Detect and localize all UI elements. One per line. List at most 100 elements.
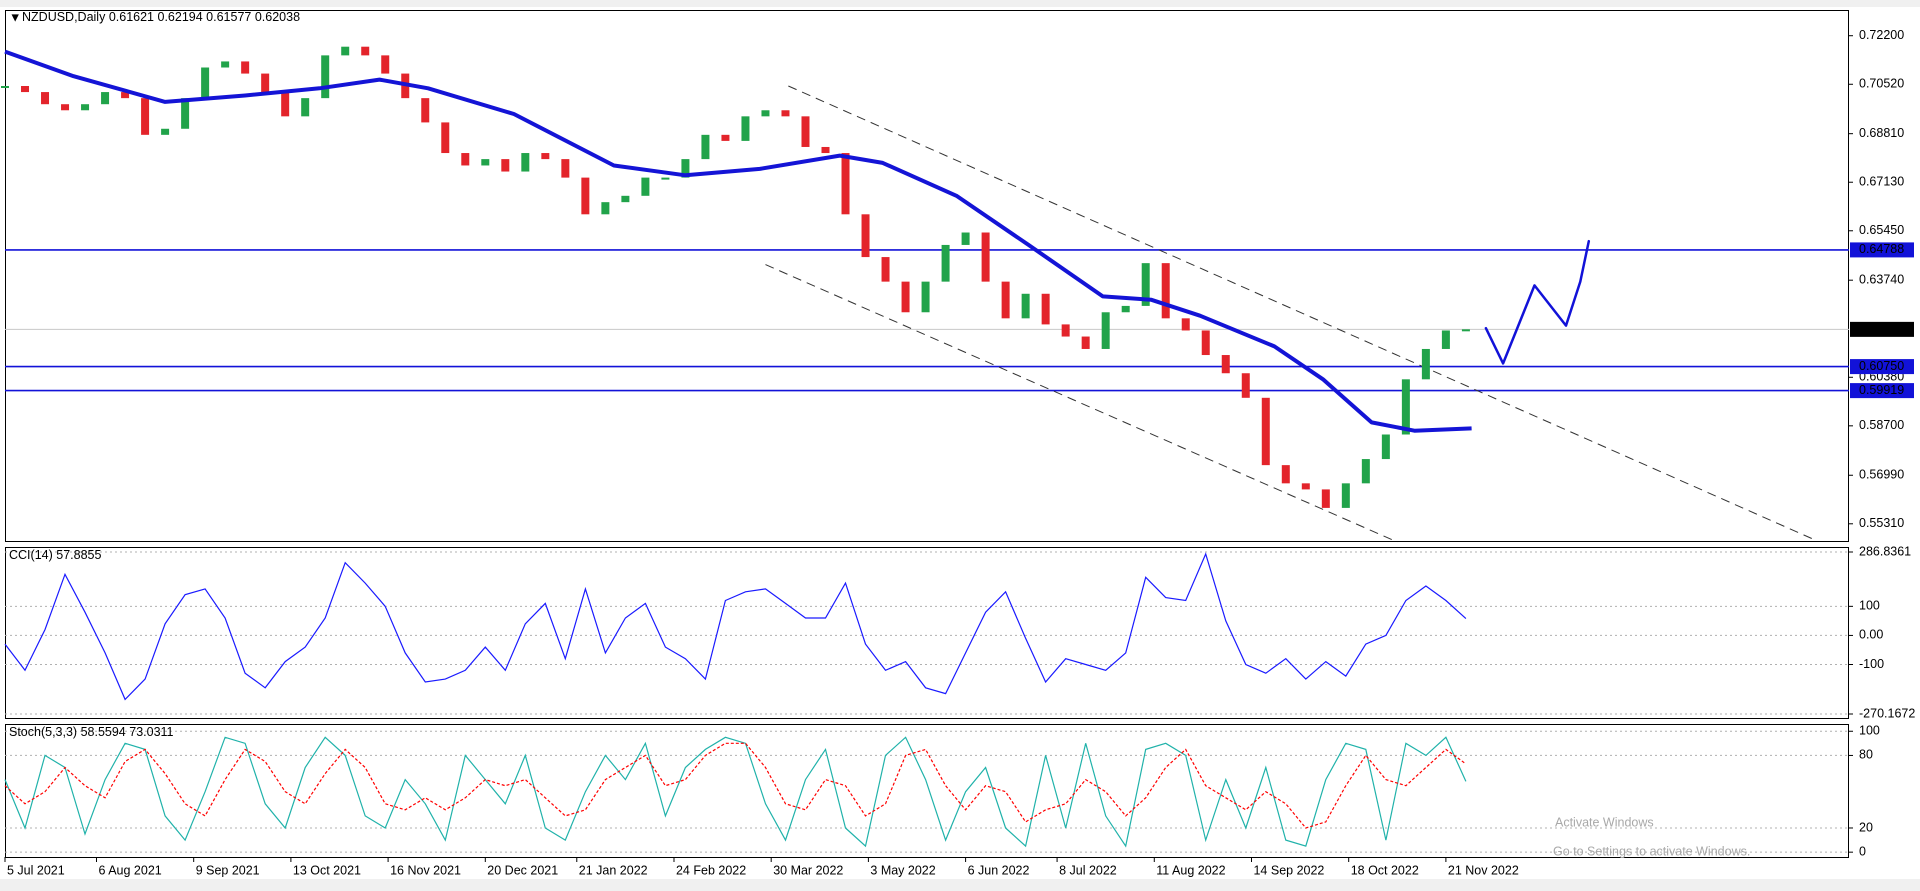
candle [221, 61, 230, 68]
candle [281, 92, 290, 117]
candle [941, 244, 950, 282]
candle [441, 122, 450, 154]
y-tick-label: -270.1672 [1859, 706, 1915, 720]
candle [881, 257, 890, 282]
candle [361, 46, 370, 56]
y-tick-label: 100 [1859, 724, 1880, 738]
moving-average [4, 49, 1472, 433]
candle [621, 195, 630, 203]
stoch-main-value: 58.5594 [81, 725, 126, 739]
y-tick-label: 0.72200 [1859, 28, 1904, 42]
candle [1281, 465, 1290, 484]
candle [121, 92, 130, 99]
top-strip [0, 0, 1920, 7]
candle [1101, 312, 1110, 349]
main-panel [5, 10, 1849, 542]
candle [1081, 336, 1090, 349]
main-header: ▼ NZDUSD,Daily 0.61621 0.62194 0.61577 0… [9, 10, 300, 24]
indicator-line [4, 742, 1467, 829]
y-tick-label: 0 [1859, 844, 1866, 858]
candle [381, 55, 390, 74]
candle [1261, 397, 1270, 466]
candle [421, 98, 430, 123]
high: 0.62194 [158, 10, 203, 24]
projection-drawing [1484, 239, 1591, 365]
x-tick-label: 3 May 2022 [870, 863, 935, 877]
candle [1001, 281, 1010, 319]
candle [661, 177, 670, 180]
x-tick-label: 16 Nov 2021 [390, 863, 461, 877]
candle [1061, 324, 1070, 337]
watermark-subtitle: Go to Settings to activate Windows. [1553, 844, 1750, 858]
candle [1441, 330, 1450, 349]
candle [701, 134, 710, 160]
level-label-box [1850, 321, 1914, 337]
candle [321, 55, 330, 99]
stoch-panel [5, 724, 1849, 858]
y-tick-label: 0.70520 [1859, 77, 1904, 91]
stoch-signal-value: 73.0311 [129, 725, 173, 739]
candle [721, 134, 730, 141]
stoch-header: Stoch(5,3,3) 58.5594 73.0311 [9, 725, 174, 739]
y-tick-label: 0.67130 [1859, 175, 1904, 189]
candle [181, 98, 190, 129]
candle [61, 104, 70, 111]
candle [1221, 355, 1230, 374]
candle [1421, 348, 1430, 380]
candle [201, 67, 210, 99]
close: 0.62038 [255, 10, 300, 24]
candle [501, 159, 510, 172]
collapse-icon: ▼ [9, 10, 21, 24]
candle [1141, 263, 1150, 306]
y-tick-label: -100 [1859, 657, 1884, 671]
candle [481, 159, 490, 166]
candle [341, 46, 350, 56]
candle [41, 92, 50, 105]
candle [581, 177, 590, 215]
low: 0.61577 [206, 10, 251, 24]
cci-title: CCI(14) [9, 548, 53, 562]
x-tick-label: 11 Aug 2022 [1156, 863, 1225, 877]
x-tick-label: 5 Jul 2021 [7, 863, 65, 877]
x-tick-label: 6 Aug 2021 [98, 863, 161, 877]
watermark-title: Activate Windows [1555, 815, 1654, 829]
candle [1381, 434, 1390, 460]
symbol: NZDUSD,Daily [22, 10, 106, 24]
x-tick-label: 21 Jan 2022 [579, 863, 648, 877]
candle [561, 159, 570, 178]
indicator-line [4, 736, 1467, 848]
candle [781, 110, 790, 117]
level-label: 0.62038 [1859, 322, 1904, 336]
level-label: 0.64788 [1859, 242, 1904, 256]
candle [1341, 483, 1350, 508]
candle [1181, 318, 1190, 331]
candle [641, 177, 650, 196]
x-tick-label: 18 Oct 2022 [1351, 863, 1419, 877]
y-tick-label: 20 [1859, 820, 1873, 834]
candle [921, 281, 930, 313]
candle [1041, 293, 1050, 325]
level-label: 0.60750 [1859, 359, 1904, 373]
y-tick-label: 80 [1859, 748, 1873, 762]
candle [801, 116, 810, 147]
level-label-box [1850, 383, 1914, 399]
y-tick-label: 100 [1859, 599, 1880, 613]
y-tick-label: 0.58700 [1859, 418, 1904, 432]
candle [681, 159, 690, 178]
candle [141, 98, 150, 135]
x-tick-label: 9 Sep 2021 [196, 863, 260, 877]
candle [1321, 489, 1330, 508]
x-tick-label: 14 Sep 2022 [1253, 863, 1324, 877]
candle [81, 104, 90, 111]
candle [821, 146, 830, 154]
cci-panel [5, 547, 1849, 719]
y-tick-label: 0.68810 [1859, 126, 1904, 140]
candle [1021, 293, 1030, 319]
y-tick-label: 0.65450 [1859, 223, 1904, 237]
candle [961, 232, 970, 245]
candle [1, 86, 9, 88]
candle [541, 153, 550, 160]
candle [21, 86, 30, 93]
